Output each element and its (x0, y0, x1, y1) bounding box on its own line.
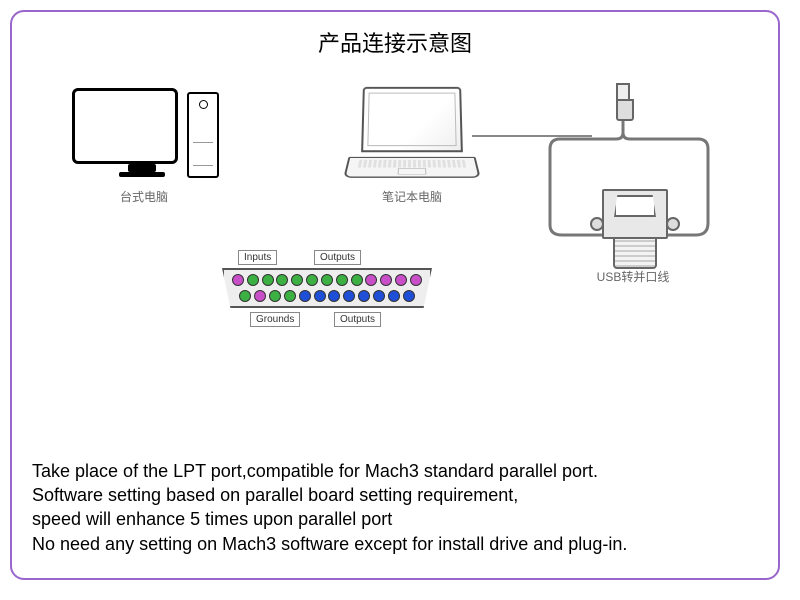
pin (410, 274, 422, 286)
pin (321, 274, 333, 286)
laptop-screen-icon (361, 87, 463, 152)
desc-line-4: No need any setting on Mach3 software ex… (32, 532, 758, 556)
pin (388, 290, 400, 302)
pin-connector-icon (222, 268, 432, 308)
pin (403, 290, 415, 302)
pin (306, 274, 318, 286)
tag-outputs1: Outputs (314, 250, 361, 265)
desc-line-3: speed will enhance 5 times upon parallel… (32, 507, 758, 531)
desktop-node (72, 88, 212, 177)
pin (314, 290, 326, 302)
pin (254, 290, 266, 302)
tag-grounds: Grounds (250, 312, 300, 327)
diagram-area: 台式电脑 笔记本电脑 USB转并口线 (32, 68, 758, 398)
laptop-node (342, 86, 482, 184)
monitor-icon (72, 88, 178, 164)
pin (239, 290, 251, 302)
tag-inputs: Inputs (238, 250, 277, 265)
usb-label: USB转并口线 (568, 268, 698, 285)
usb-cable-node (548, 83, 718, 263)
desktop-label: 台式电脑 (84, 188, 204, 205)
usb-plug-icon (616, 83, 630, 119)
desc-line-1: Take place of the LPT port,compatible fo… (32, 459, 758, 483)
laptop-keyboard-icon (343, 157, 480, 178)
tower-icon (187, 92, 219, 178)
tag-outputs2: Outputs (334, 312, 381, 327)
pin (373, 290, 385, 302)
link-laptop-usb (472, 128, 592, 148)
pin (299, 290, 311, 302)
pin (276, 274, 288, 286)
diagram-title: 产品连接示意图 (32, 26, 758, 58)
pin (232, 274, 244, 286)
pin (380, 274, 392, 286)
desc-line-2: Software setting based on parallel board… (32, 483, 758, 507)
pin (358, 290, 370, 302)
pin (247, 274, 259, 286)
laptop-label: 笔记本电脑 (362, 188, 462, 205)
pin (351, 274, 363, 286)
pin (269, 290, 281, 302)
pin (365, 274, 377, 286)
pin (284, 290, 296, 302)
pin (291, 274, 303, 286)
pin (343, 290, 355, 302)
pinout-node: Inputs Outputs Grounds Outputs (222, 268, 442, 308)
description-text: Take place of the LPT port,compatible fo… (32, 459, 758, 556)
db25-connector-icon (598, 189, 672, 263)
pin (262, 274, 274, 286)
diagram-frame: 产品连接示意图 台式电脑 笔记本电脑 (10, 10, 780, 580)
pin (395, 274, 407, 286)
pin (336, 274, 348, 286)
pin (328, 290, 340, 302)
